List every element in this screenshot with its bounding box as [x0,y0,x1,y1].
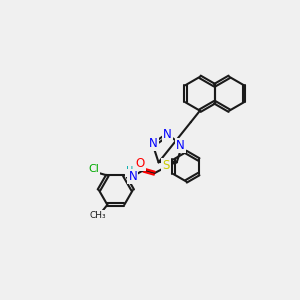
Text: Cl: Cl [88,164,99,174]
Text: CH₃: CH₃ [90,211,106,220]
Text: N: N [148,137,157,150]
Text: N: N [163,128,172,141]
Text: S: S [162,159,169,172]
Text: H: H [126,166,134,176]
Text: N: N [128,170,137,183]
Text: O: O [136,157,145,170]
Text: N: N [176,139,185,152]
